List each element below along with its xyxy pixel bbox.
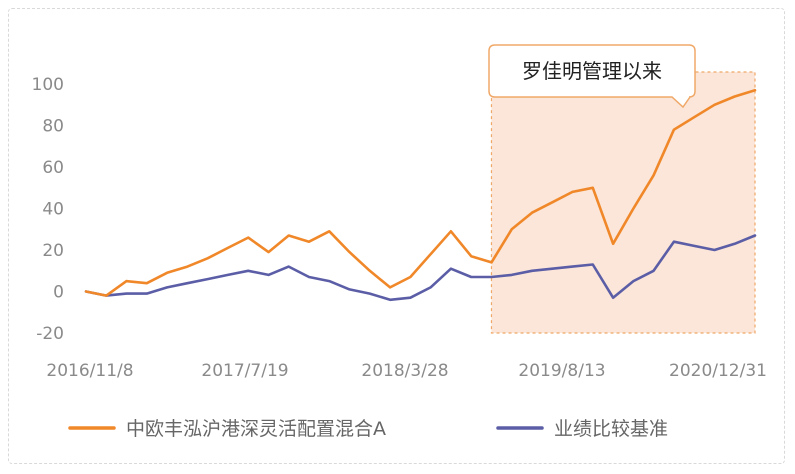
y-tick-label: 80 <box>42 117 64 137</box>
y-tick-label: 60 <box>42 158 64 178</box>
y-tick-label: 40 <box>42 200 64 220</box>
y-tick-label: 20 <box>42 241 64 261</box>
y-tick-label: -20 <box>36 324 64 344</box>
x-tick-label: 2017/7/19 <box>201 361 288 381</box>
highlight-region <box>490 71 756 334</box>
chart-frame <box>8 8 785 464</box>
y-tick-label: 100 <box>32 75 64 95</box>
fund-line <box>84 88 757 297</box>
legend-label: 中欧丰泓沪港深灵活配置混合A <box>126 418 386 440</box>
y-tick-label: 0 <box>53 283 64 303</box>
x-tick-label: 2018/3/28 <box>361 361 448 381</box>
callout-label: 罗佳明管理以来 <box>522 59 662 83</box>
legend-label: 业绩比较基准 <box>554 418 668 440</box>
callout-bubble <box>488 44 696 109</box>
benchmark-line <box>84 234 757 302</box>
x-tick-label: 2016/11/8 <box>46 361 133 381</box>
x-tick-label: 2019/8/13 <box>518 361 605 381</box>
x-tick-label: 2020/12/31 <box>669 361 767 381</box>
